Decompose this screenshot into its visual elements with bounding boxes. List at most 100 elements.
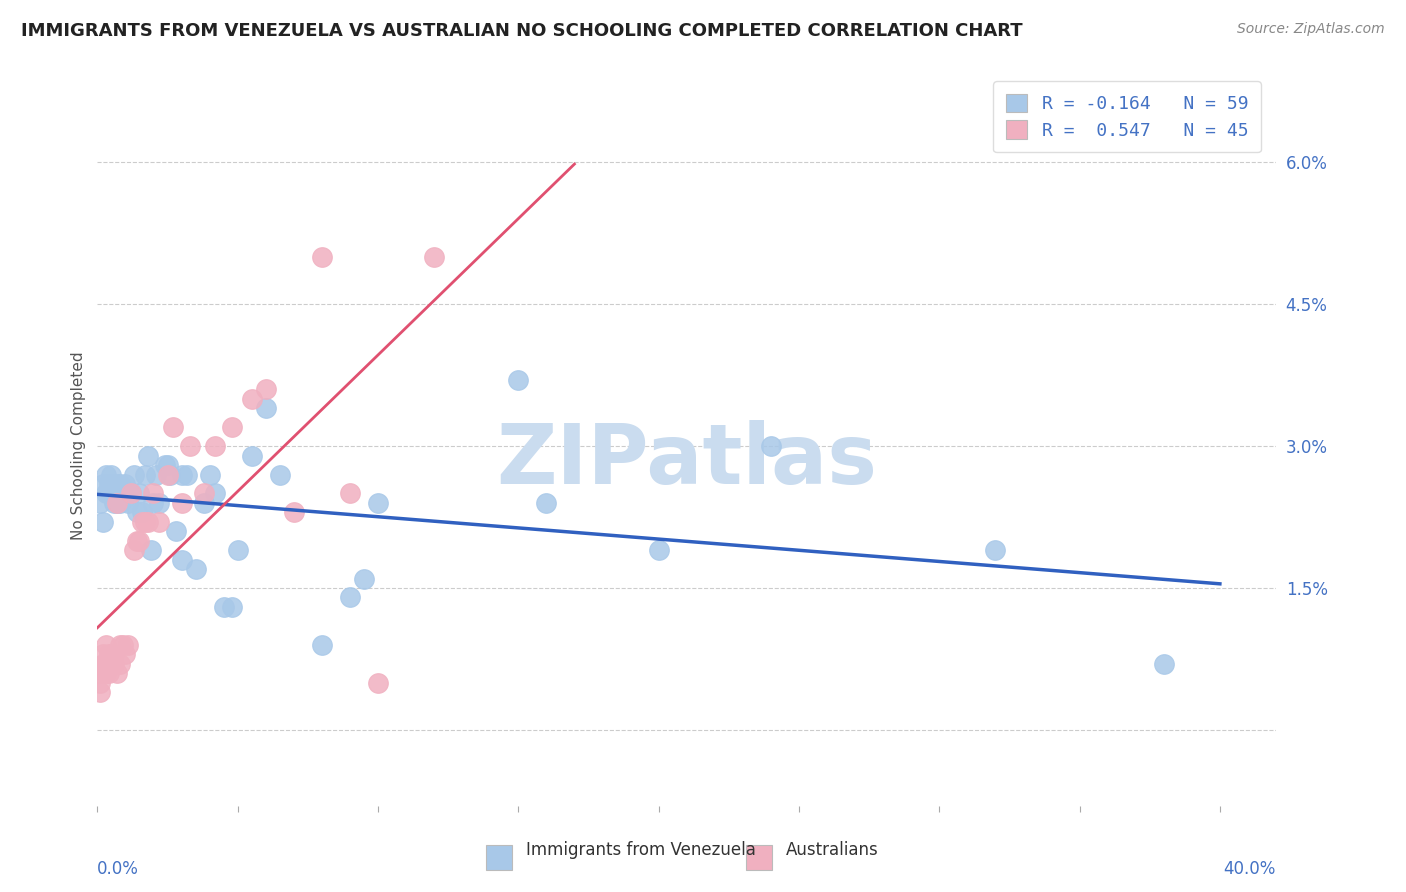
Point <box>128 533 150 548</box>
Point <box>136 515 159 529</box>
Point <box>984 543 1007 558</box>
Point <box>179 439 201 453</box>
Point <box>148 515 170 529</box>
Point <box>89 496 111 510</box>
Point <box>94 486 117 500</box>
Point <box>100 477 122 491</box>
Point <box>536 496 558 510</box>
Point <box>170 467 193 482</box>
Text: 40.0%: 40.0% <box>1223 860 1277 878</box>
Point <box>170 496 193 510</box>
Point <box>128 486 150 500</box>
Point <box>198 467 221 482</box>
Point <box>97 657 120 671</box>
Point <box>159 467 181 482</box>
Point <box>125 505 148 519</box>
Point <box>97 486 120 500</box>
Point <box>97 477 120 491</box>
Point <box>254 401 277 416</box>
Point <box>94 666 117 681</box>
Point <box>100 486 122 500</box>
Point <box>91 515 114 529</box>
Point <box>165 524 187 539</box>
Point <box>89 675 111 690</box>
Point <box>94 638 117 652</box>
Y-axis label: No Schooling Completed: No Schooling Completed <box>72 351 86 541</box>
Point <box>105 477 128 491</box>
Point <box>105 496 128 510</box>
Point <box>122 543 145 558</box>
Point <box>108 496 131 510</box>
Point <box>254 383 277 397</box>
Text: Immigrants from Venezuela: Immigrants from Venezuela <box>526 841 756 859</box>
Point <box>184 562 207 576</box>
Point <box>142 486 165 500</box>
Point <box>134 515 156 529</box>
Point <box>103 486 125 500</box>
Point <box>105 666 128 681</box>
Point <box>105 486 128 500</box>
Point <box>1153 657 1175 671</box>
Point <box>156 458 179 472</box>
Point <box>240 449 263 463</box>
Point <box>311 638 333 652</box>
Text: 0.0%: 0.0% <box>97 860 139 878</box>
Point <box>204 439 226 453</box>
Legend: R = -0.164   N = 59, R =  0.547   N = 45: R = -0.164 N = 59, R = 0.547 N = 45 <box>993 81 1261 153</box>
Point <box>226 543 249 558</box>
Point <box>103 647 125 661</box>
Point <box>108 657 131 671</box>
Point <box>156 467 179 482</box>
Point <box>240 392 263 406</box>
Point <box>105 496 128 510</box>
Point <box>125 533 148 548</box>
Point <box>339 486 361 500</box>
Point <box>339 591 361 605</box>
Point <box>153 458 176 472</box>
Point <box>367 675 389 690</box>
Point <box>162 420 184 434</box>
Point <box>91 657 114 671</box>
Point <box>145 467 167 482</box>
Point <box>122 467 145 482</box>
Point <box>131 515 153 529</box>
Point <box>111 486 134 500</box>
FancyBboxPatch shape <box>745 846 772 871</box>
FancyBboxPatch shape <box>486 846 512 871</box>
Point <box>212 599 235 614</box>
Point <box>97 666 120 681</box>
Point <box>176 467 198 482</box>
Text: Australians: Australians <box>786 841 879 859</box>
Point <box>114 477 136 491</box>
Point <box>100 467 122 482</box>
Point <box>120 486 142 500</box>
Text: IMMIGRANTS FROM VENEZUELA VS AUSTRALIAN NO SCHOOLING COMPLETED CORRELATION CHART: IMMIGRANTS FROM VENEZUELA VS AUSTRALIAN … <box>21 22 1022 40</box>
Point <box>120 486 142 500</box>
Point <box>139 543 162 558</box>
Point <box>353 572 375 586</box>
Point <box>91 477 114 491</box>
Point <box>117 496 139 510</box>
Point <box>97 647 120 661</box>
Point <box>367 496 389 510</box>
Point <box>508 373 530 387</box>
Point <box>100 657 122 671</box>
Point <box>148 496 170 510</box>
Point <box>134 467 156 482</box>
Point <box>117 638 139 652</box>
Point <box>100 647 122 661</box>
Point <box>170 552 193 566</box>
Point <box>283 505 305 519</box>
Point <box>111 638 134 652</box>
Point <box>221 599 243 614</box>
Point <box>221 420 243 434</box>
Point <box>89 685 111 699</box>
Point <box>114 486 136 500</box>
Point <box>114 647 136 661</box>
Point <box>193 496 215 510</box>
Point <box>136 449 159 463</box>
Text: ZIPatlas: ZIPatlas <box>496 420 877 501</box>
Point <box>108 477 131 491</box>
Point <box>94 657 117 671</box>
Text: Source: ZipAtlas.com: Source: ZipAtlas.com <box>1237 22 1385 37</box>
